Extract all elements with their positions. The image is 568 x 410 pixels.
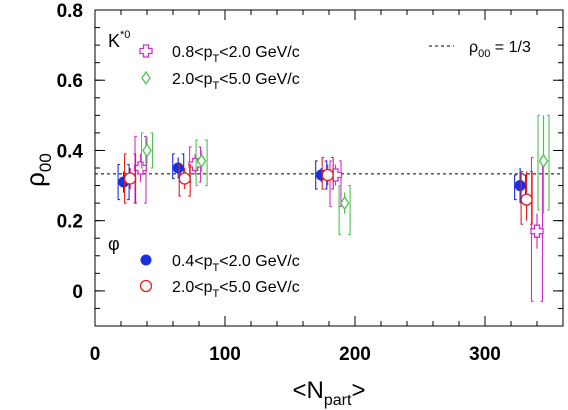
data-point-group — [123, 153, 137, 204]
legend-marker — [141, 70, 151, 86]
systematic-bracket — [537, 114, 550, 211]
legend-group-title-kstar: K*0 — [108, 29, 130, 51]
data-marks — [117, 114, 550, 302]
data-point — [178, 172, 191, 185]
y-tick-label: 0.6 — [57, 71, 83, 92]
x-tick-label: 0 — [90, 344, 101, 365]
legend-label: 2.0<pT<5.0 GeV/c — [172, 279, 300, 300]
data-point — [172, 162, 184, 174]
x-tick-label: 100 — [209, 344, 241, 365]
data-point-group — [530, 156, 544, 302]
data-point-group — [321, 156, 334, 190]
data-point — [520, 193, 533, 206]
y-axis-label: ρ00 — [20, 153, 55, 187]
systematic-bracket — [140, 132, 154, 169]
legend-reference-label: ρ00 = 1/3 — [469, 39, 531, 60]
systematic-bracket — [195, 139, 208, 187]
data-point-group — [195, 139, 208, 187]
data-point — [123, 172, 137, 185]
data-point-group — [178, 163, 191, 197]
y-tick-label: 0 — [72, 282, 83, 303]
y-tick-label: 0.2 — [57, 212, 83, 233]
data-point-group — [133, 135, 148, 204]
data-point — [514, 180, 526, 192]
data-point — [339, 195, 350, 211]
axis-ticks: 0 0.2 0.4 0.6 0.8 0 100 200 300 — [57, 1, 564, 365]
legend-group-title-phi: φ — [108, 234, 120, 254]
data-point-group — [537, 114, 550, 214]
y-tick-label: 0.4 — [57, 141, 84, 162]
systematic-bracket — [338, 185, 351, 236]
data-point-group — [328, 160, 343, 208]
legend-marker — [140, 254, 152, 266]
data-point-group — [520, 170, 533, 225]
data-point-group — [338, 185, 351, 236]
data-point — [321, 168, 334, 182]
data-point — [133, 161, 148, 175]
legend-marker — [139, 279, 153, 293]
data-point — [538, 153, 549, 169]
x-axis-label: <Npart> — [293, 377, 366, 409]
data-point — [530, 224, 544, 238]
data-point — [142, 143, 152, 158]
legend-marker — [139, 44, 153, 58]
data-point-group — [514, 168, 527, 204]
legend: K*0 φ 0.8<pT<2.0 GeV/c 2.0<pT<5.0 GeV/c 0.4<… — [108, 29, 531, 300]
x-tick-label: 300 — [469, 344, 501, 365]
plot-frame — [94, 9, 564, 327]
legend-label: 0.4<pT<2.0 GeV/c — [172, 253, 300, 274]
data-point-group — [140, 132, 154, 169]
systematic-bracket — [329, 160, 342, 208]
data-point — [196, 153, 207, 169]
legend-label: 2.0<pT<5.0 GeV/c — [172, 71, 300, 92]
legend-label: 0.8<pT<2.0 GeV/c — [172, 44, 300, 65]
y-tick-label: 0.8 — [57, 1, 83, 22]
x-tick-label: 200 — [339, 344, 371, 365]
